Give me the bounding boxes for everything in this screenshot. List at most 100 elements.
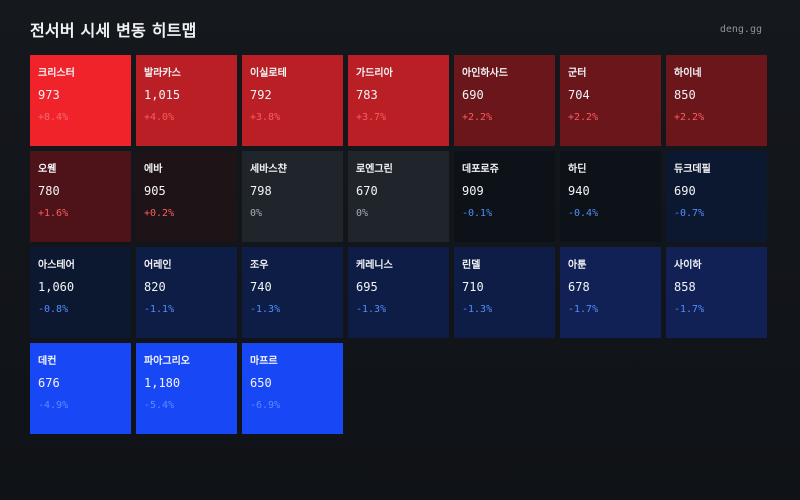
server-price: 858 [674,280,696,294]
server-price: 670 [356,184,378,198]
server-change: +1.6% [38,208,69,219]
server-name: 군터 [568,68,587,79]
server-price: 690 [674,184,696,198]
server-name: 마프르 [250,356,278,367]
server-price: 1,015 [144,88,181,102]
server-name: 오웬 [38,164,57,175]
server-change: +3.8% [250,112,281,123]
server-name: 아스테어 [38,260,75,271]
server-change: -1.3% [250,304,281,315]
server-change: -1.1% [144,304,175,315]
server-change: +8.4% [38,112,69,123]
server-tile[interactable]: 군터 704 +2.2% [560,55,661,146]
server-name: 발라카스 [144,68,181,79]
server-change: -1.3% [356,304,387,315]
server-change: +0.2% [144,208,175,219]
server-name: 하딘 [568,164,587,175]
server-price: 850 [674,88,696,102]
server-price: 905 [144,184,166,198]
server-price: 940 [568,184,590,198]
server-name: 아인하사드 [462,68,508,79]
server-change: -6.9% [250,400,281,411]
server-price: 820 [144,280,166,294]
server-change: -5.4% [144,400,175,411]
server-name: 가드리아 [356,68,393,79]
server-name: 크리스터 [38,68,75,79]
server-name: 에바 [144,164,163,175]
page-title: 전서버 시세 변동 히트맵 [30,21,197,40]
server-change: +3.7% [356,112,387,123]
server-change: -0.1% [462,208,493,219]
server-tile[interactable]: 데컨 676 -4.9% [30,343,131,434]
server-change: +2.2% [462,112,493,123]
server-tile[interactable]: 파아그리오 1,180 -5.4% [136,343,237,434]
server-name: 데포로쥬 [462,164,499,175]
server-price: 690 [462,88,484,102]
server-change: +2.2% [568,112,599,123]
server-tile[interactable]: 조우 740 -1.3% [242,247,343,338]
server-price: 740 [250,280,272,294]
server-tile[interactable]: 세바스챤 798 0% [242,151,343,242]
server-price: 1,180 [144,376,181,390]
server-price: 650 [250,376,272,390]
server-change: -0.8% [38,304,69,315]
server-change: +2.2% [674,112,705,123]
server-change: -0.7% [674,208,705,219]
server-tile[interactable]: 듀크데필 690 -0.7% [666,151,767,242]
server-name: 로엔그린 [356,164,393,175]
server-name: 린델 [462,260,481,271]
heatmap-grid: 크리스터 973 +8.4% 발라카스 1,015 +4.0% 이실로테 792 +3.8% 가드… [30,55,770,434]
page-header: 전서버 시세 변동 히트맵 deng.gg [30,16,770,42]
server-name: 데컨 [38,356,57,367]
server-name: 사이하 [674,260,702,271]
server-tile[interactable]: 하딘 940 -0.4% [560,151,661,242]
server-tile[interactable]: 로엔그린 670 0% [348,151,449,242]
server-change: -4.9% [38,400,69,411]
server-change: 0% [250,208,263,219]
server-name: 아툰 [568,260,587,271]
server-change: 0% [356,208,369,219]
brand-label: deng.gg [719,23,762,35]
server-price: 710 [462,280,484,294]
server-price: 783 [356,88,378,102]
server-tile[interactable]: 사이하 858 -1.7% [666,247,767,338]
server-tile[interactable]: 데포로쥬 909 -0.1% [454,151,555,242]
server-tile[interactable]: 케레니스 695 -1.3% [348,247,449,338]
server-tile[interactable]: 크리스터 973 +8.4% [30,55,131,146]
server-change: +4.0% [144,112,175,123]
server-price: 678 [568,280,590,294]
server-price: 676 [38,376,60,390]
server-name: 케레니스 [356,260,393,271]
server-tile[interactable]: 발라카스 1,015 +4.0% [136,55,237,146]
server-tile[interactable]: 에바 905 +0.2% [136,151,237,242]
server-tile[interactable]: 아툰 678 -1.7% [560,247,661,338]
server-price: 792 [250,88,272,102]
server-change: -1.7% [568,304,599,315]
server-price: 798 [250,184,272,198]
server-change: -1.3% [462,304,493,315]
server-tile[interactable]: 마프르 650 -6.9% [242,343,343,434]
server-tile[interactable]: 오웬 780 +1.6% [30,151,131,242]
server-name: 세바스챤 [250,164,287,175]
server-tile[interactable]: 아스테어 1,060 -0.8% [30,247,131,338]
server-name: 이실로테 [250,68,287,79]
server-name: 조우 [250,260,269,271]
server-change: -1.7% [674,304,705,315]
server-tile[interactable]: 어레인 820 -1.1% [136,247,237,338]
server-price: 909 [462,184,484,198]
server-price: 695 [356,280,378,294]
server-tile[interactable]: 아인하사드 690 +2.2% [454,55,555,146]
server-name: 파아그리오 [144,356,190,367]
server-tile[interactable]: 가드리아 783 +3.7% [348,55,449,146]
server-tile[interactable]: 린델 710 -1.3% [454,247,555,338]
server-price: 704 [568,88,590,102]
server-name: 듀크데필 [674,164,711,175]
server-price: 973 [38,88,60,102]
server-tile[interactable]: 이실로테 792 +3.8% [242,55,343,146]
server-name: 하이네 [674,68,702,79]
server-name: 어레인 [144,260,172,271]
server-price: 780 [38,184,60,198]
server-tile[interactable]: 하이네 850 +2.2% [666,55,767,146]
server-price: 1,060 [38,280,75,294]
server-change: -0.4% [568,208,599,219]
